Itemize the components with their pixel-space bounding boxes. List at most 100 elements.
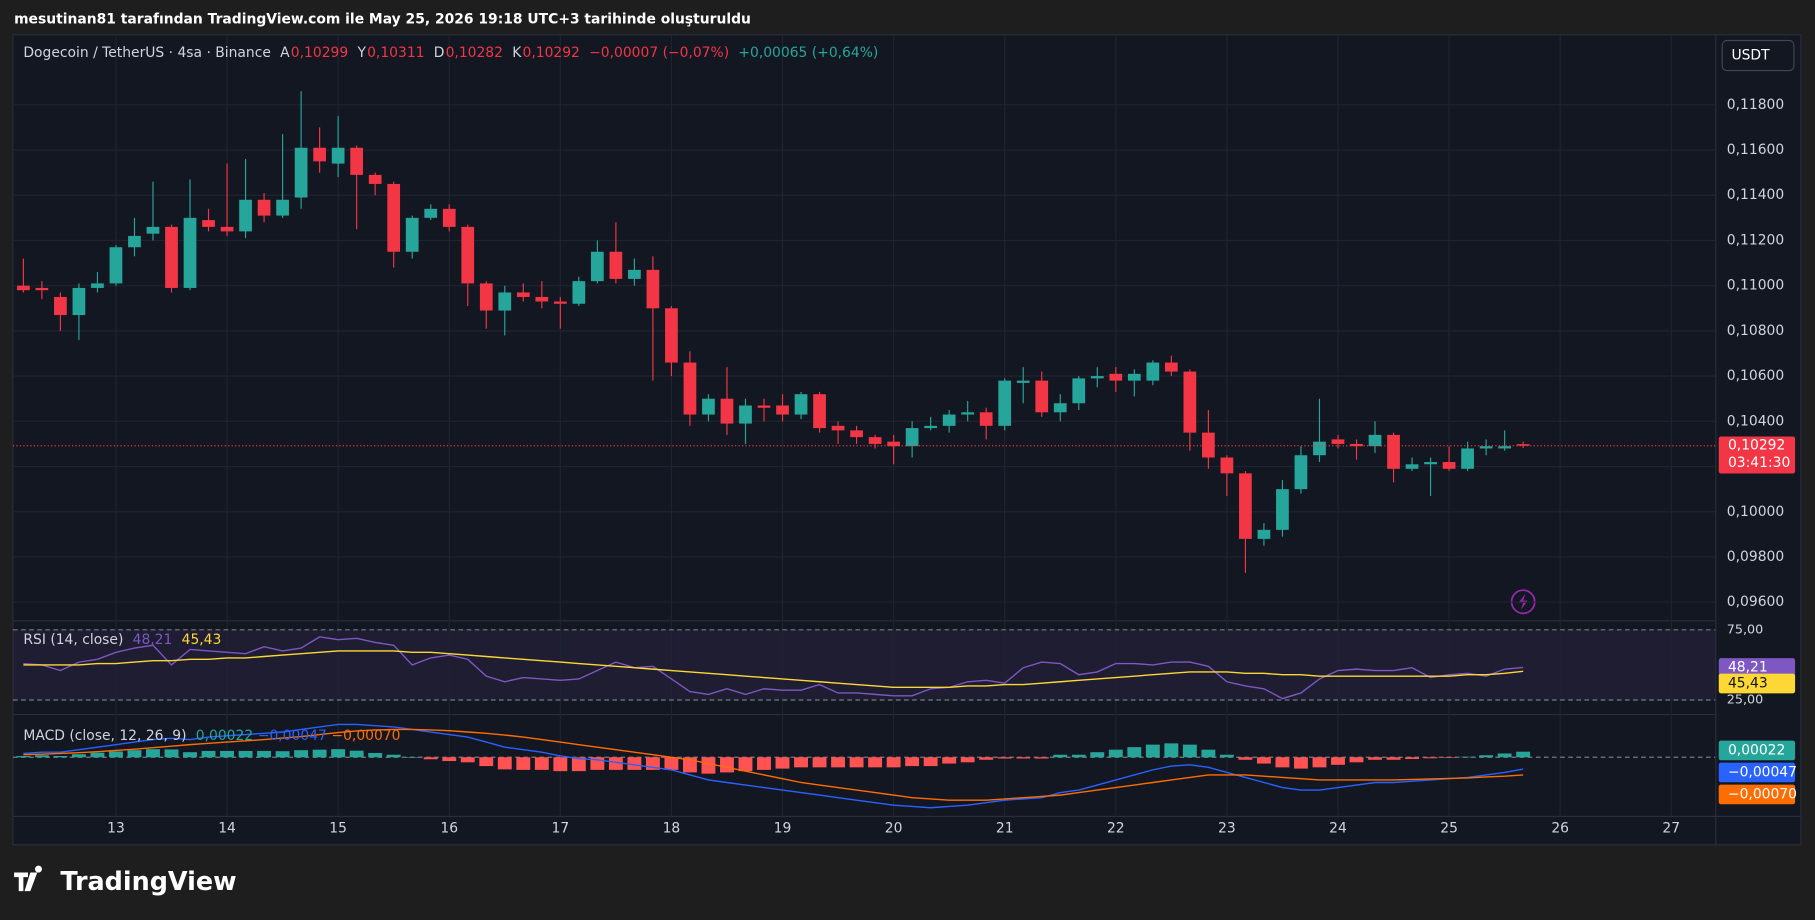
macd-histogram-bar	[386, 754, 401, 758]
candle-body	[442, 208, 456, 227]
candle-body	[257, 199, 271, 216]
candle-body	[628, 269, 641, 279]
y-tick-label: 0,10800	[1727, 323, 1784, 339]
macd-legend: −0,00047	[258, 728, 327, 744]
rsi-line	[23, 650, 1524, 689]
candle-body	[1405, 464, 1419, 469]
candle-body	[239, 199, 252, 232]
y-tick-label: 0,11200	[1727, 232, 1784, 248]
macd-histogram-bar	[738, 757, 753, 772]
macd-histogram-bar	[1497, 753, 1512, 758]
macd-badge	[1718, 784, 1796, 805]
candle-body	[313, 147, 326, 162]
macd-histogram-bar	[627, 757, 642, 770]
macd-histogram-bar	[53, 755, 68, 758]
candle-body	[831, 425, 845, 431]
macd-histogram-bar	[460, 757, 475, 763]
macd-histogram-bar	[794, 757, 808, 768]
candle-body	[1109, 373, 1123, 381]
macd-histogram-bar	[571, 757, 586, 772]
legend-text: −0,00007 (−0,07%)	[589, 45, 729, 61]
macd-histogram-bar	[16, 755, 31, 758]
candle-body	[17, 285, 30, 291]
candle-body	[1127, 373, 1141, 381]
macd-histogram-bar	[183, 752, 197, 758]
macd-histogram-bar	[1201, 749, 1216, 758]
macd-histogram-bar	[1275, 757, 1290, 768]
macd-histogram-bar	[886, 757, 901, 768]
candle-body	[572, 281, 586, 304]
candle-body	[91, 283, 104, 288]
candle-body	[646, 269, 660, 309]
logo[interactable]: TradingView	[14, 865, 237, 897]
candle-body	[1183, 371, 1197, 433]
macd-histogram-bar	[349, 750, 364, 758]
rsi-badge	[1718, 673, 1796, 694]
candle-body	[683, 362, 697, 415]
macd-histogram-bar	[294, 750, 309, 758]
candle-body	[294, 147, 308, 198]
macd-histogram-bar	[1071, 754, 1086, 758]
macd-histogram-bar	[275, 751, 290, 758]
x-tick-label: 26	[1551, 821, 1569, 837]
candle-body	[1424, 462, 1437, 465]
candle-body	[1461, 448, 1474, 469]
candle-body	[979, 412, 993, 426]
macd-badge-label: 0,00022	[1728, 742, 1785, 758]
price-badge-currency[interactable]: USDT	[1721, 39, 1795, 72]
x-tick-label: 18	[663, 821, 681, 837]
rsi-tick-label: 25,00	[1727, 691, 1763, 706]
candle-body	[813, 394, 826, 429]
macd-histogram-bar	[1164, 743, 1179, 758]
macd-histogram-bar	[1479, 755, 1494, 758]
candle-body	[276, 199, 289, 216]
legend-text: D	[434, 45, 445, 61]
candle-body	[702, 398, 715, 415]
x-tick-label: 14	[218, 821, 236, 837]
macd-histogram-bar	[553, 757, 568, 772]
macd-histogram-bar	[1182, 744, 1197, 758]
candle-body	[1313, 441, 1326, 456]
macd-histogram-bar	[257, 750, 272, 758]
candle-body	[1331, 439, 1345, 444]
macd-badge-label: −0,00070	[1728, 786, 1797, 802]
macd-histogram-bar	[71, 754, 86, 758]
rsi-legend: 45,43	[182, 632, 222, 648]
macd-histogram-bar	[534, 757, 549, 770]
y-tick-label: 0,10600	[1727, 368, 1784, 384]
x-tick-label: 17	[552, 821, 570, 837]
candle-body	[368, 174, 382, 184]
y-tick-label: 0,09600	[1727, 594, 1784, 610]
y-tick-label: 0,10000	[1727, 504, 1784, 520]
x-tick-label: 25	[1440, 821, 1458, 837]
macd-histogram-bar	[942, 757, 957, 764]
rsi-legend: 48,21	[133, 632, 173, 648]
logo-text[interactable]: TradingView	[60, 867, 236, 897]
candle-body	[757, 405, 771, 408]
x-tick-label: 21	[996, 821, 1014, 837]
y-tick-label: 0,11800	[1727, 97, 1784, 113]
last-price-label: 0,10292	[1728, 438, 1785, 454]
macd-badge-label: −0,00047	[1728, 764, 1797, 780]
macd-histogram-bar	[479, 757, 494, 767]
legend-text: K	[512, 45, 522, 61]
candle-body	[1516, 444, 1530, 446]
rsi-badge-label: 48,21	[1728, 659, 1768, 675]
candle-body	[387, 183, 401, 252]
candle-body	[405, 217, 419, 252]
macd-histogram-bar	[164, 749, 179, 758]
macd-histogram-bar	[1238, 757, 1253, 760]
legend-text: Y	[356, 45, 366, 61]
x-tick-label: 20	[885, 821, 903, 837]
macd-histogram-bar	[1145, 744, 1160, 758]
x-tick-label: 27	[1662, 821, 1680, 837]
candle-body	[461, 226, 475, 284]
candle-body	[1257, 529, 1271, 539]
currency[interactable]: USDT	[1731, 48, 1770, 64]
macd-histogram-bar	[516, 757, 531, 770]
y-tick-label: 0,09800	[1727, 549, 1784, 565]
macd-histogram-bar	[1368, 757, 1382, 760]
macd-histogram-bar	[1349, 757, 1364, 763]
macd-histogram-bar	[109, 751, 123, 758]
